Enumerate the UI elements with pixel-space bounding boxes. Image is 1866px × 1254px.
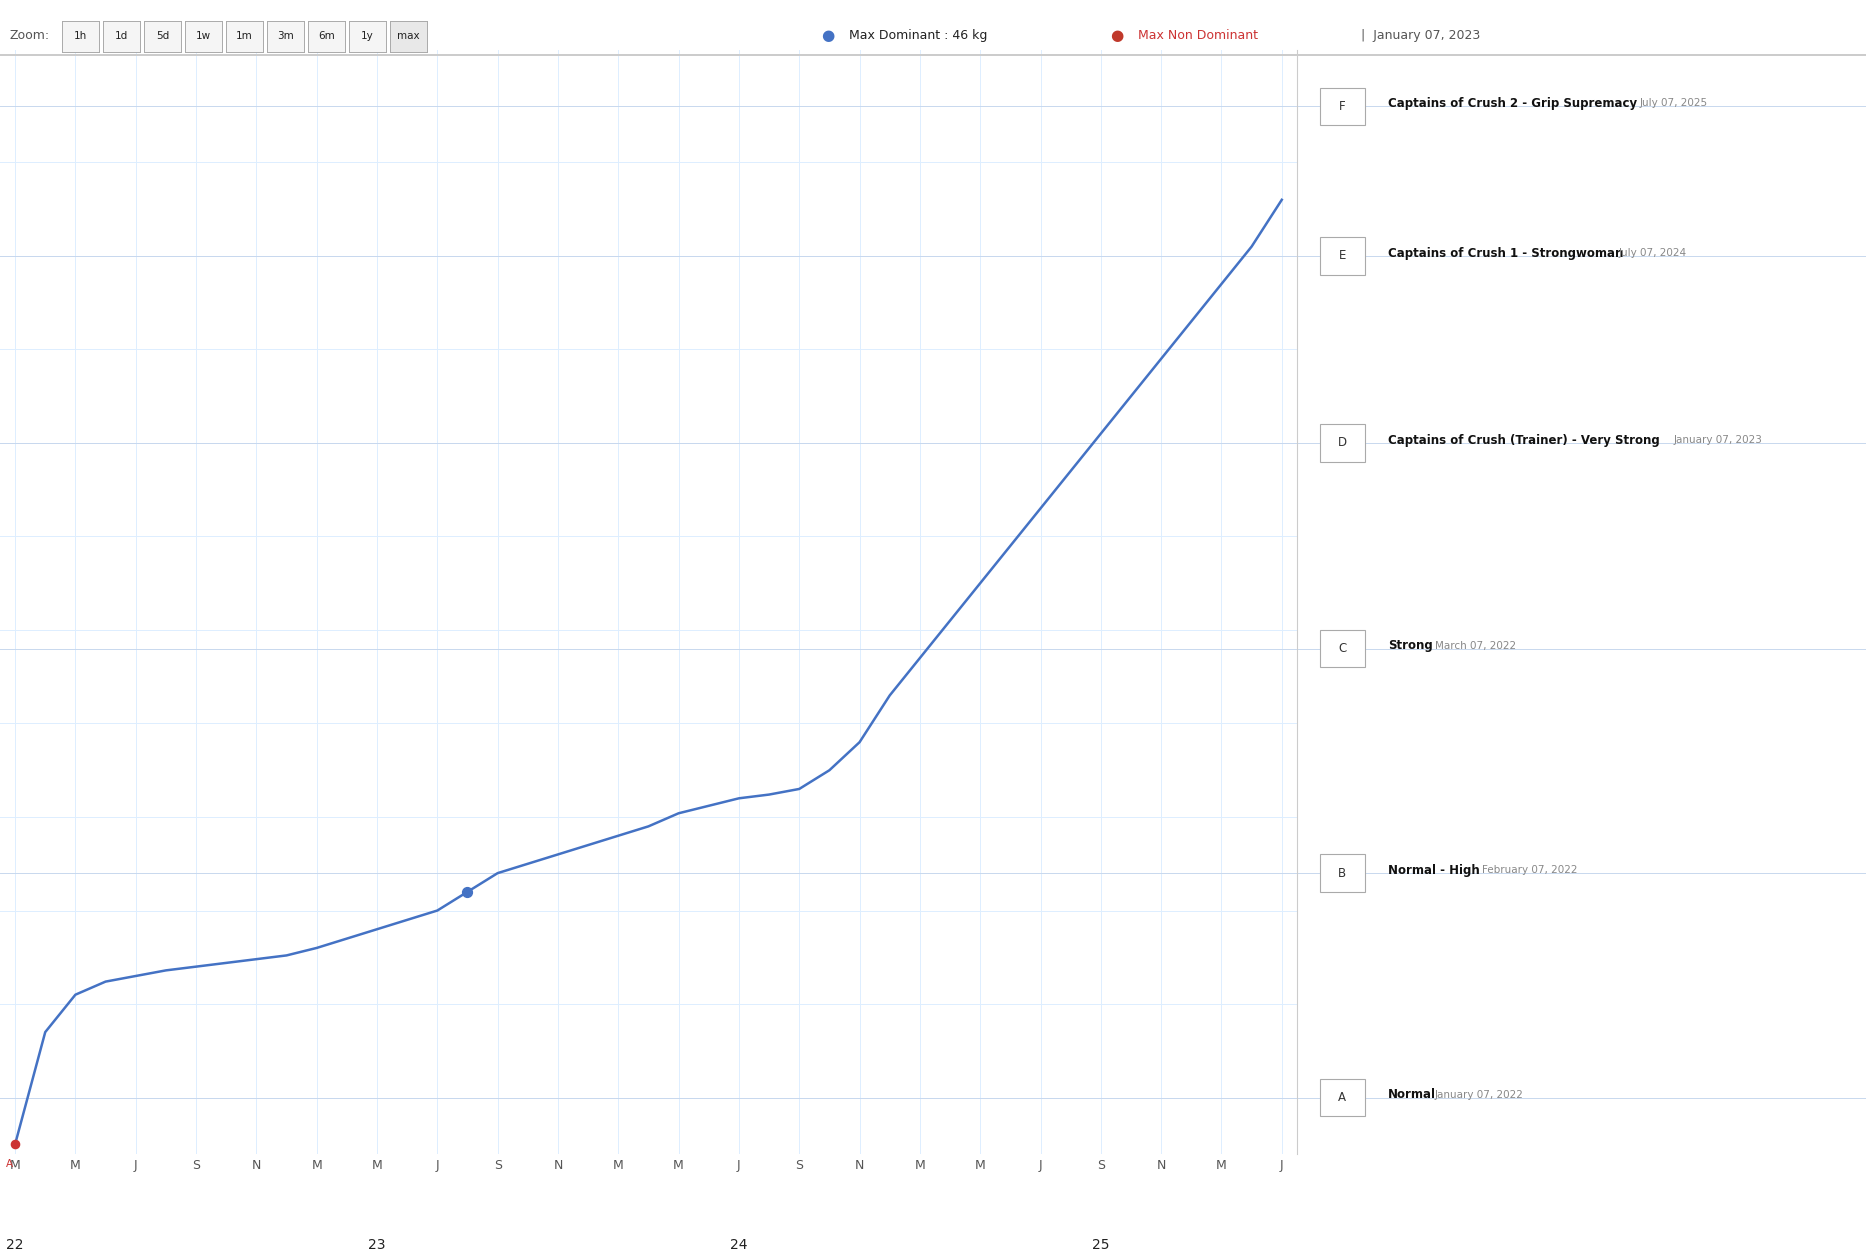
Text: 23: 23 <box>368 1238 386 1251</box>
FancyBboxPatch shape <box>1319 424 1366 461</box>
Text: March 07, 2022: March 07, 2022 <box>1435 641 1515 651</box>
Text: D: D <box>1338 436 1347 449</box>
Point <box>0 1135 30 1155</box>
Text: 24: 24 <box>730 1238 748 1251</box>
Point <box>453 882 483 902</box>
Text: 1m: 1m <box>237 31 252 41</box>
Text: |  January 07, 2023: | January 07, 2023 <box>1353 29 1480 41</box>
Text: Normal - High: Normal - High <box>1388 864 1480 877</box>
Text: July 07, 2025: July 07, 2025 <box>1640 99 1707 108</box>
Text: 5d: 5d <box>155 31 170 41</box>
Text: Normal: Normal <box>1388 1088 1437 1101</box>
Text: B: B <box>1338 867 1347 879</box>
Text: ●: ● <box>821 28 834 43</box>
FancyBboxPatch shape <box>1319 1078 1366 1116</box>
Text: 3m: 3m <box>278 31 293 41</box>
FancyBboxPatch shape <box>1319 237 1366 275</box>
Text: Max Non Dominant: Max Non Dominant <box>1138 29 1258 41</box>
FancyBboxPatch shape <box>1319 854 1366 892</box>
Text: Max Dominant : 46 kg: Max Dominant : 46 kg <box>849 29 987 41</box>
Text: July 07, 2024: July 07, 2024 <box>1620 248 1687 258</box>
Text: 22: 22 <box>6 1238 24 1251</box>
Text: 6m: 6m <box>319 31 334 41</box>
Text: 1w: 1w <box>196 31 211 41</box>
Text: ●: ● <box>1110 28 1123 43</box>
Text: 25: 25 <box>1092 1238 1110 1251</box>
FancyBboxPatch shape <box>1319 630 1366 667</box>
Text: Zoom:: Zoom: <box>9 29 50 41</box>
FancyBboxPatch shape <box>1319 88 1366 125</box>
Text: 1y: 1y <box>362 31 373 41</box>
Text: A: A <box>1338 1091 1347 1104</box>
Text: 1d: 1d <box>114 31 129 41</box>
Text: Captains of Crush 1 - Strongwoman: Captains of Crush 1 - Strongwoman <box>1388 247 1623 260</box>
Text: January 07, 2023: January 07, 2023 <box>1674 435 1763 445</box>
Text: C: C <box>1338 642 1347 655</box>
Text: max: max <box>397 31 420 41</box>
Text: Captains of Crush (Trainer) - Very Strong: Captains of Crush (Trainer) - Very Stron… <box>1388 434 1659 446</box>
Text: January 07, 2022: January 07, 2022 <box>1435 1090 1523 1100</box>
Text: 1h: 1h <box>73 31 88 41</box>
Text: Captains of Crush 2 - Grip Supremacy: Captains of Crush 2 - Grip Supremacy <box>1388 97 1636 110</box>
Text: February 07, 2022: February 07, 2022 <box>1482 865 1579 875</box>
Text: E: E <box>1338 250 1345 262</box>
Text: A: A <box>6 1159 13 1169</box>
Text: Strong: Strong <box>1388 640 1433 652</box>
Text: F: F <box>1340 100 1345 113</box>
